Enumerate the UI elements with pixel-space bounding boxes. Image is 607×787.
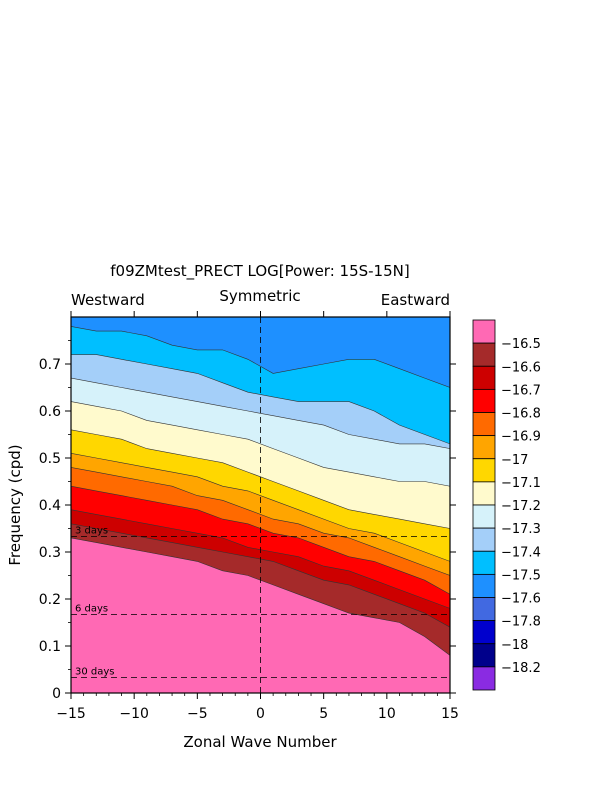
colorbar-label: −17.3 [501, 522, 541, 537]
period-label: 3 days [75, 525, 108, 536]
colorbar-label: −16.7 [501, 383, 541, 398]
x-tick-label: 10 [378, 706, 396, 722]
colorbar-swatch [472, 527, 496, 552]
colorbar-label: −17.6 [501, 592, 541, 607]
colorbar-swatch [472, 342, 496, 367]
subtitle-eastward: Eastward [381, 291, 450, 309]
colorbar-swatch [472, 412, 496, 437]
colorbar-swatch [472, 620, 496, 645]
y-tick-label: 0.1 [39, 639, 61, 655]
colorbar: −16.5 −16.6 −16.7 −16.8 −16.9 −17 −17.1 −17.2 −1… [472, 319, 541, 691]
y-tick-label: 0.5 [39, 451, 61, 467]
subtitle-symmetric: Symmetric [219, 287, 300, 305]
colorbar-swatch [472, 666, 496, 691]
colorbar-label: −18 [501, 638, 528, 653]
subtitle-westward: Westward [71, 291, 145, 309]
x-tick-label: −10 [119, 706, 149, 722]
x-axis-label: Zonal Wave Number [183, 733, 337, 751]
colorbar-label: −16.6 [501, 360, 541, 375]
y-axis-label: Frequency (cpd) [6, 444, 24, 565]
y-tick-label: 0.7 [39, 357, 61, 373]
x-tick-label: 15 [441, 706, 459, 722]
colorbar-label: −17.5 [501, 568, 541, 583]
colorbar-swatch [472, 597, 496, 622]
colorbar-label: −17.2 [501, 499, 541, 514]
colorbar-swatch [472, 458, 496, 483]
x-axis-ticks: −15 −10 −5 0 5 10 15 [56, 311, 459, 722]
colorbar-swatch [472, 643, 496, 668]
period-label: 30 days [75, 666, 115, 677]
y-tick-label: 0.2 [39, 592, 61, 608]
reference-lines: 3 days 6 days 30 days [71, 317, 450, 693]
colorbar-swatch [472, 388, 496, 413]
colorbar-label: −16.9 [501, 430, 541, 445]
x-tick-label: −5 [187, 706, 208, 722]
colorbar-label: −18.2 [501, 661, 541, 676]
colorbar-label: −17.8 [501, 615, 541, 630]
colorbar-swatch [472, 504, 496, 529]
colorbar-swatch [472, 481, 496, 506]
y-tick-label: 0.6 [39, 404, 61, 420]
colorbar-label: −17.1 [501, 476, 541, 491]
colorbar-swatch [472, 435, 496, 460]
colorbar-swatch [472, 573, 496, 598]
y-axis-ticks: 0 0.1 0.2 0.3 0.4 0.5 0.6 0.7 [39, 340, 456, 702]
colorbar-label: −17.4 [501, 545, 541, 560]
colorbar-swatch [472, 319, 496, 344]
x-tick-label: −15 [56, 706, 86, 722]
chart-title: f09ZMtest_PRECT LOG[Power: 15S-15N] [110, 262, 409, 281]
y-tick-label: 0 [52, 686, 61, 702]
y-tick-label: 0.3 [39, 545, 61, 561]
period-label: 6 days [75, 604, 108, 615]
x-tick-label: 0 [256, 706, 265, 722]
colorbar-label: −16.8 [501, 407, 541, 422]
colorbar-label: −17 [501, 453, 528, 468]
colorbar-swatch [472, 365, 496, 390]
colorbar-label: −16.5 [501, 337, 541, 352]
contour-bands [70, 316, 451, 694]
y-tick-label: 0.4 [39, 498, 61, 514]
x-tick-label: 5 [319, 706, 328, 722]
colorbar-swatch [472, 550, 496, 575]
